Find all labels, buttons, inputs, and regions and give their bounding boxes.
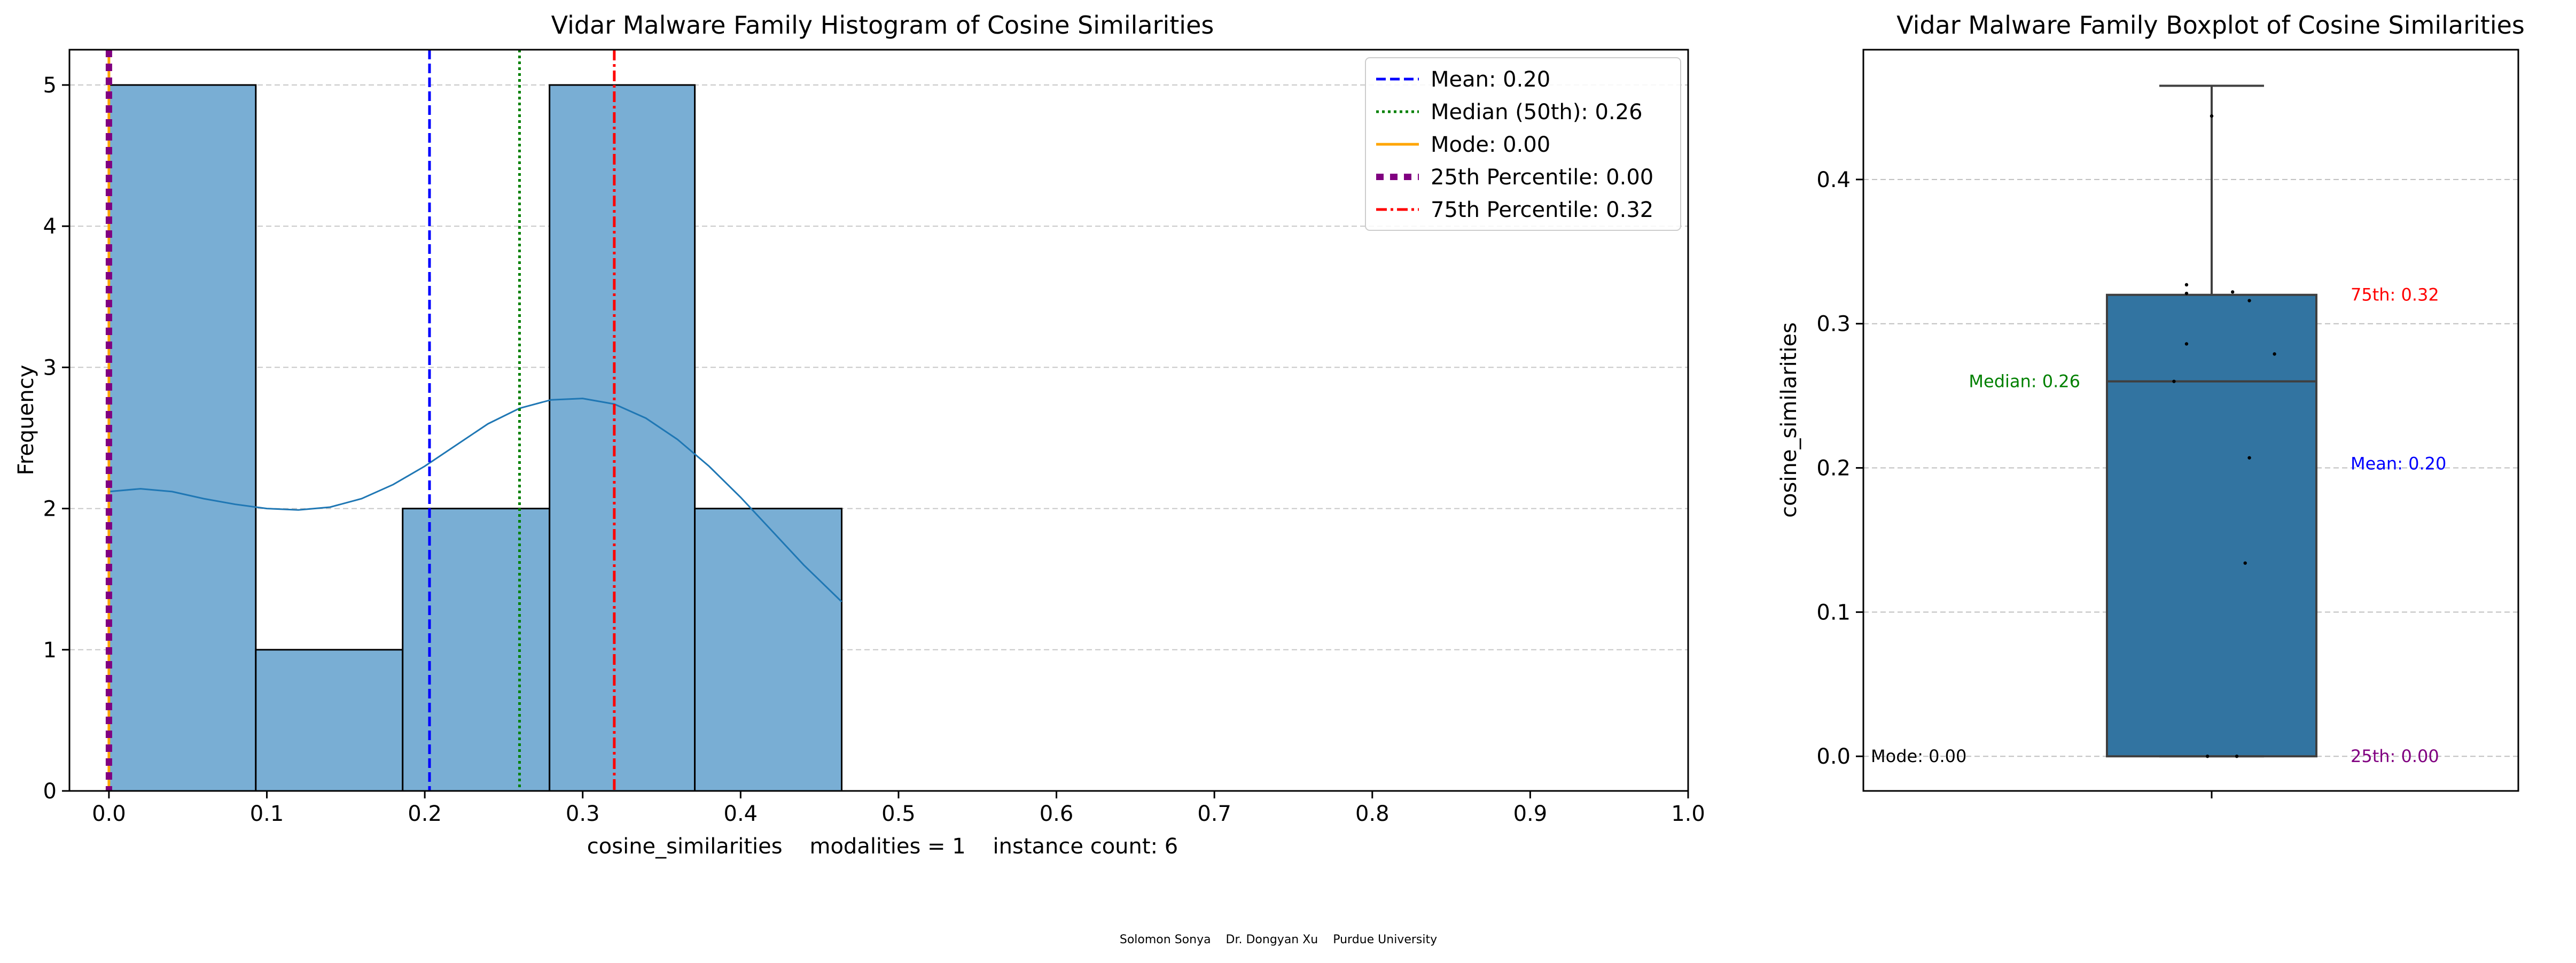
boxplot-point [2235, 755, 2239, 758]
boxplot-y-tick-label: 0.3 [1816, 312, 1851, 337]
boxplot-point [2231, 290, 2235, 294]
histogram-bars [108, 84, 843, 792]
histogram-title: Vidar Malware Family Histogram of Cosine… [551, 11, 1214, 40]
histogram-legend: Mean: 0.20 Median (50th): 0.26 Mode: 0.00 2… [1365, 57, 1681, 231]
boxplot-y-tick-label: 0.4 [1816, 168, 1851, 192]
histogram-x-ticks: 0.0 0.1 0.2 0.3 0.4 0.5 0.6 0.7 0.8 0.9 1.0 [92, 791, 1705, 826]
legend-entry-label: 25th Percentile: 0.00 [1431, 165, 1653, 190]
boxplot-point [2184, 283, 2189, 287]
legend-entry-label: 75th Percentile: 0.32 [1431, 198, 1653, 222]
boxplot-point [2172, 379, 2176, 383]
histogram-bar [694, 508, 843, 792]
histogram-plot-frame [68, 49, 1689, 792]
histogram-y-tick-label: 1 [43, 638, 57, 663]
boxplot-title: Vidar Malware Family Boxplot of Cosine S… [1896, 11, 2525, 40]
histogram-x-tick-label: 0.4 [724, 802, 758, 826]
histogram-y-tick-label: 0 [43, 779, 57, 804]
kde-line [108, 398, 842, 603]
histogram-x-tick-label: 0.8 [1355, 802, 1390, 826]
histogram-y-axis-label: Frequency [14, 365, 38, 476]
footer-credits: Solomon Sonya Dr. Dongyan Xu Purdue Univ… [1120, 933, 1437, 946]
boxplot-iqr-box [2106, 293, 2317, 758]
histogram-x-tick-label: 0.7 [1197, 802, 1231, 826]
boxplot-y-ticks: 0.0 0.1 0.2 0.3 0.4 [1816, 168, 1863, 769]
histogram-y-tick-label: 4 [43, 214, 57, 239]
boxplot-point [2210, 114, 2214, 118]
legend-frame [1365, 57, 1681, 231]
histogram-panel: Vidar Malware Family Histogram of Cosine… [14, 11, 1705, 859]
boxplot-point [2273, 352, 2276, 356]
boxplot-point [2205, 755, 2210, 758]
boxplot-y-tick-label: 0.1 [1816, 600, 1851, 625]
histogram-bar [549, 84, 696, 792]
histogram-reference-lines [105, 50, 616, 791]
histogram-x-tick-label: 0.2 [408, 802, 442, 826]
histogram-x-tick-label: 0.3 [566, 802, 600, 826]
legend-entry-label: Median (50th): 0.26 [1431, 100, 1643, 125]
boxplot-annotation-75th: 75th: 0.32 [2351, 285, 2439, 305]
histogram-bar [108, 84, 257, 792]
boxplot-annotation-mode: Mode: 0.00 [1871, 746, 1966, 766]
boxplot-y-tick-label: 0.0 [1816, 744, 1851, 769]
boxplot-y-axis-label: cosine_similarities [1777, 322, 1801, 518]
histogram-y-tick-label: 5 [43, 73, 57, 98]
boxplot-points [2172, 114, 2276, 758]
legend-entry-label: Mode: 0.00 [1431, 133, 1550, 157]
histogram-y-tick-label: 2 [43, 497, 57, 522]
boxplot-annotations: 75th: 0.32 Median: 0.26 Mean: 0.20 Mode: 0.… [1871, 285, 2446, 767]
histogram-bar [402, 508, 551, 792]
boxplot-panel: Vidar Malware Family Boxplot of Cosine S… [1777, 11, 2525, 798]
histogram-x-tick-label: 1.0 [1671, 802, 1705, 826]
histogram-x-tick-label: 0.9 [1513, 802, 1548, 826]
histogram-x-axis-label: cosine_similarities modalities = 1 insta… [587, 834, 1178, 859]
boxplot-point [2184, 342, 2189, 346]
histogram-x-tick-label: 0.6 [1040, 802, 1074, 826]
boxplot-box [2106, 84, 2317, 758]
boxplot-point [2247, 456, 2251, 460]
histogram-x-tick-label: 0.5 [881, 802, 916, 826]
boxplot-annotation-median: Median: 0.26 [1969, 371, 2080, 392]
boxplot-annotation-25th: 25th: 0.00 [2351, 746, 2439, 766]
histogram-x-tick-label: 0.1 [250, 802, 284, 826]
boxplot-annotation-mean: Mean: 0.20 [2351, 453, 2446, 473]
histogram-bar [255, 649, 404, 792]
boxplot-point [2184, 291, 2189, 296]
boxplot-y-tick-label: 0.2 [1816, 456, 1851, 481]
histogram-y-tick-label: 3 [43, 355, 57, 380]
histogram-y-ticks: 0 1 2 3 4 5 [43, 73, 69, 804]
boxplot-plot-frame [1862, 49, 2519, 792]
boxplot-point [2243, 561, 2247, 565]
legend-entry-label: Mean: 0.20 [1431, 67, 1550, 92]
histogram-kde-curve [108, 398, 842, 603]
histogram-x-tick-label: 0.0 [92, 802, 126, 826]
boxplot-point [2247, 299, 2251, 302]
